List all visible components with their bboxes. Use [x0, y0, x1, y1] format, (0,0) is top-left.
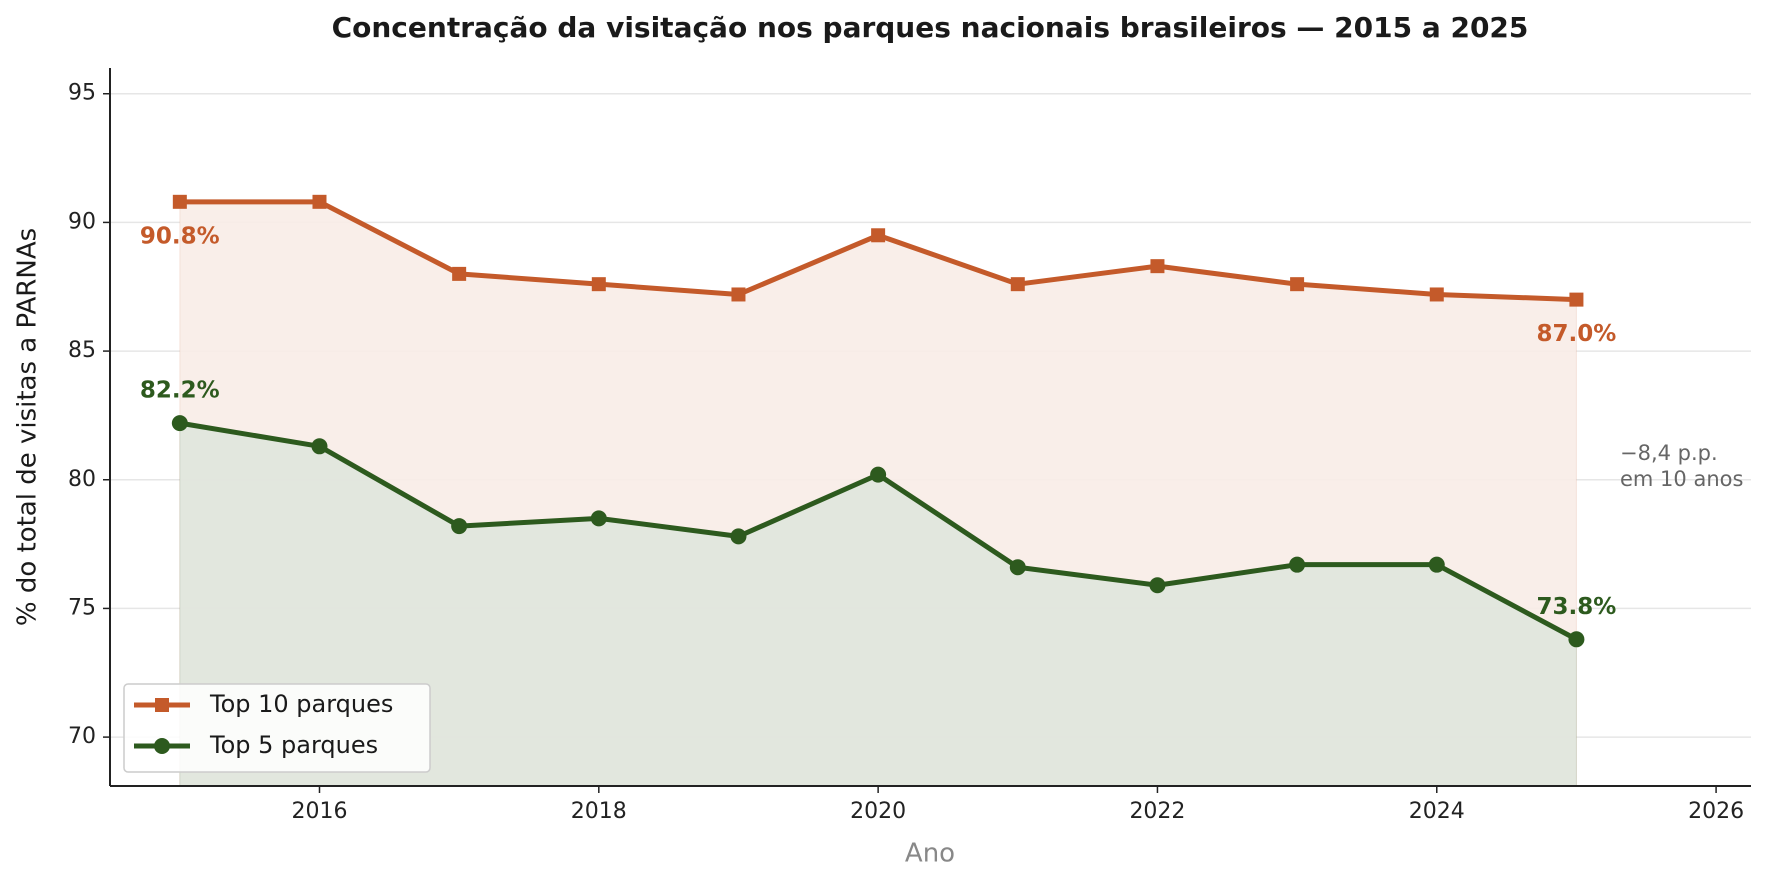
data-label: 90.8% [140, 223, 220, 249]
data-point [590, 510, 607, 527]
legend-label: Top 10 parques [209, 690, 393, 718]
y-axis-label: % do total de visitas a PARNAs [13, 228, 43, 626]
data-point [1569, 292, 1584, 307]
data-point [1150, 259, 1165, 274]
x-tick-label: 2022 [1129, 799, 1185, 824]
x-tick-label: 2018 [571, 799, 627, 824]
data-label: 82.2% [140, 378, 220, 404]
data-point [1290, 277, 1305, 292]
data-point [1289, 556, 1306, 573]
x-tick-label: 2026 [1688, 799, 1744, 824]
data-point [871, 228, 886, 243]
data-point [591, 277, 606, 292]
data-point [171, 415, 188, 432]
y-tick-label: 95 [68, 81, 96, 106]
data-label: 73.8% [1537, 594, 1617, 620]
data-point [1010, 277, 1025, 292]
data-point [312, 194, 327, 209]
x-tick-label: 2020 [850, 799, 906, 824]
x-tick-label: 2024 [1409, 799, 1465, 824]
legend-label: Top 5 parques [209, 731, 378, 759]
data-point [1428, 556, 1445, 573]
data-point [452, 266, 467, 281]
y-tick-label: 85 [68, 338, 96, 363]
data-point [730, 528, 747, 545]
y-tick-label: 75 [68, 595, 96, 620]
data-point [172, 194, 187, 209]
annotation: −8,4 p.p. [1620, 441, 1718, 465]
annotation: em 10 anos [1620, 467, 1743, 491]
data-point [1429, 287, 1444, 302]
x-axis-label: Ano [905, 839, 955, 869]
x-tick-label: 2016 [291, 799, 347, 824]
legend-marker [155, 698, 169, 712]
y-tick-label: 80 [68, 467, 96, 492]
data-point [1149, 577, 1166, 594]
data-point [1568, 631, 1585, 648]
y-tick-label: 90 [68, 209, 96, 234]
legend: Top 10 parques Top 5 parques [123, 683, 431, 773]
data-point [451, 518, 468, 535]
legend-box [123, 683, 431, 773]
data-point [1009, 559, 1026, 576]
data-point [731, 287, 746, 302]
y-tick-label: 70 [68, 724, 96, 749]
data-point [311, 438, 328, 455]
data-label: 87.0% [1537, 321, 1617, 347]
data-point [870, 466, 887, 483]
legend-marker [154, 738, 170, 754]
chart-title: Concentração da visitação nos parques na… [332, 11, 1529, 44]
